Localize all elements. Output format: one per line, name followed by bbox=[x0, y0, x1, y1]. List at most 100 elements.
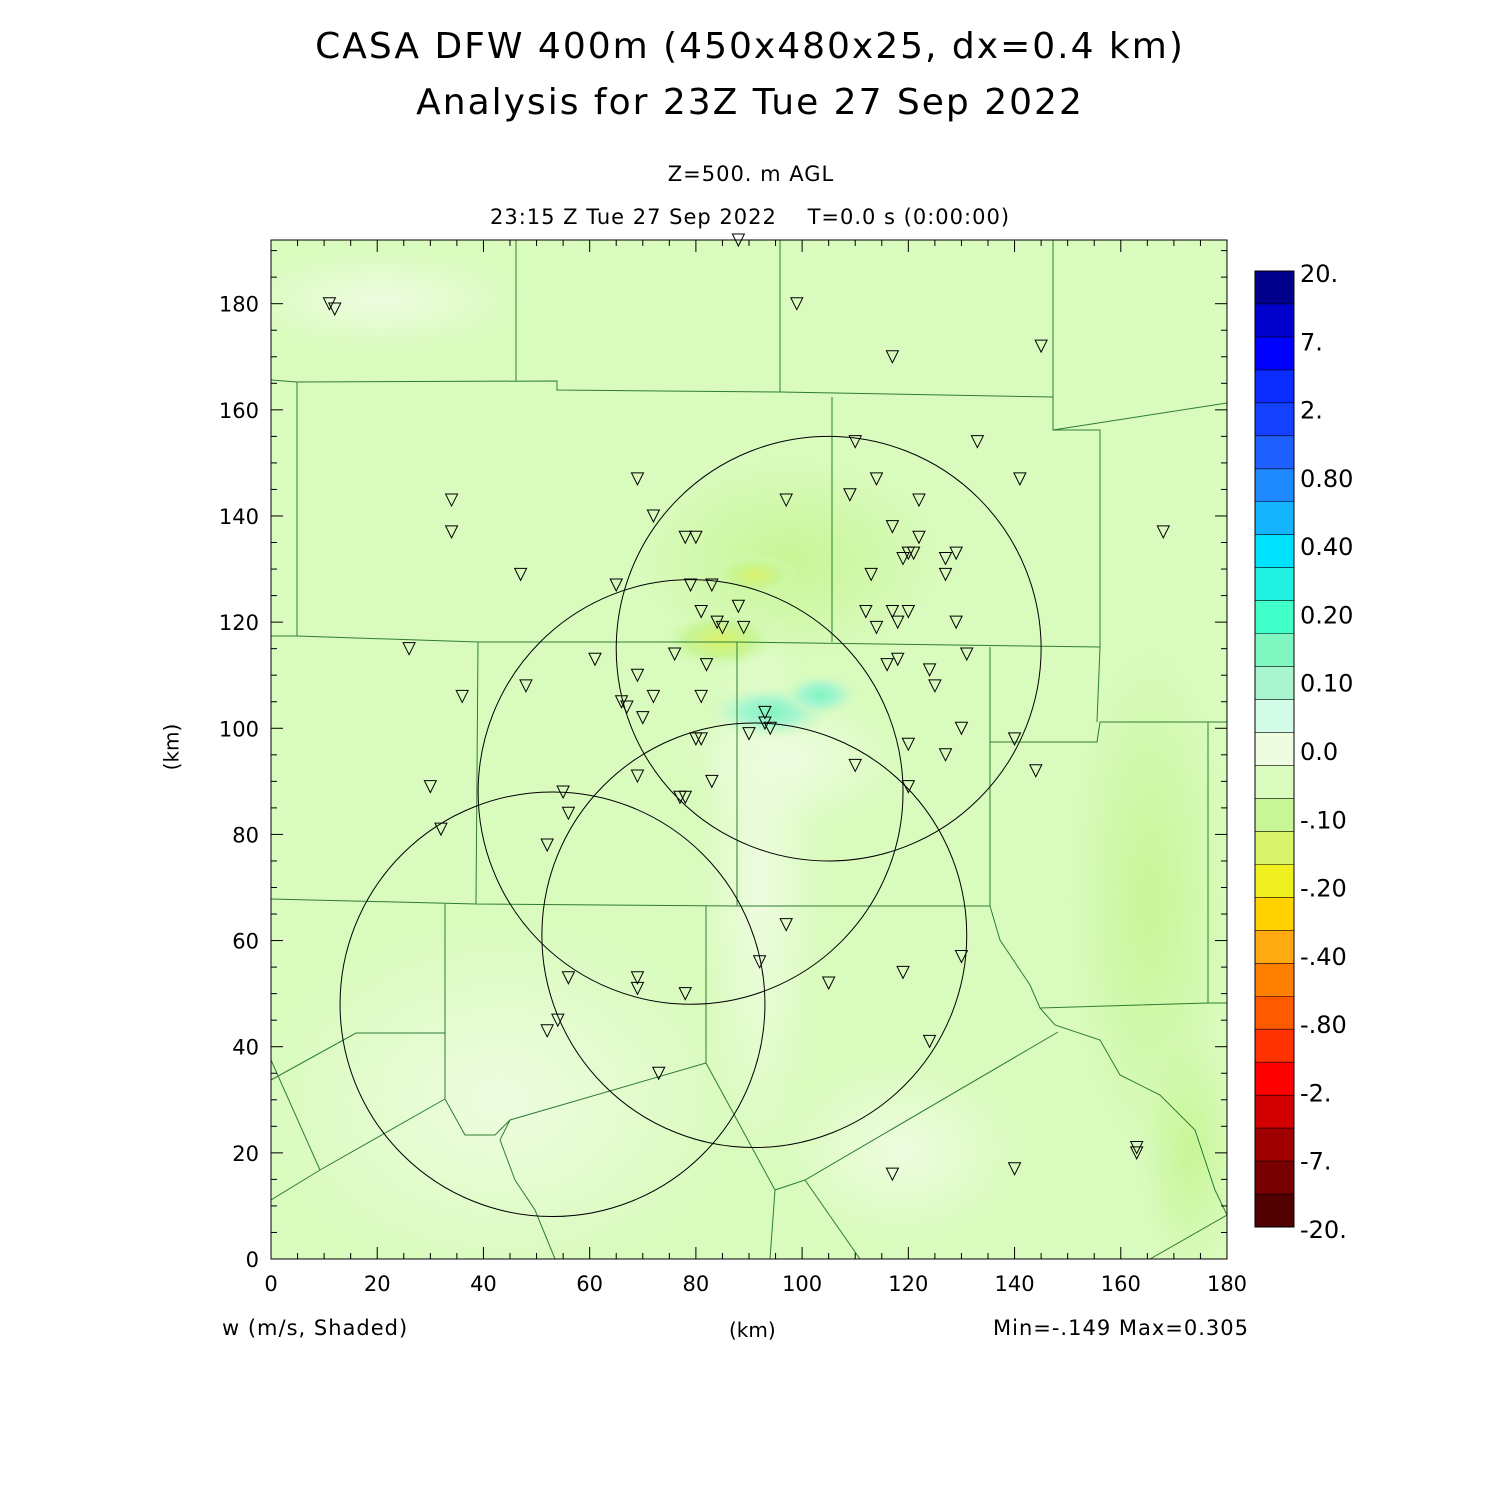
station-marker bbox=[715, 620, 730, 635]
station-marker bbox=[694, 732, 709, 747]
station-marker bbox=[513, 567, 528, 582]
station-marker bbox=[869, 620, 884, 635]
station-marker bbox=[678, 987, 693, 1001]
station-marker bbox=[901, 605, 916, 619]
station-marker bbox=[1013, 472, 1027, 486]
station-marker bbox=[912, 493, 926, 508]
station-marker bbox=[938, 567, 953, 582]
x-tick-label: 0 bbox=[264, 1272, 277, 1296]
y-axis: 0 20 40 60 80 100 120 140 160 180 bbox=[219, 250, 1227, 1272]
station-marker bbox=[890, 615, 905, 630]
colorbar-swatch bbox=[1255, 897, 1294, 931]
y-tick-label: 160 bbox=[219, 399, 259, 423]
station-marker bbox=[444, 525, 459, 540]
station-marker bbox=[880, 658, 894, 672]
x-tick-label: 80 bbox=[683, 1272, 710, 1296]
station-markers bbox=[322, 233, 1171, 1182]
station-marker bbox=[869, 472, 884, 486]
station-marker bbox=[970, 435, 985, 449]
station-marker bbox=[922, 1034, 937, 1049]
station-marker bbox=[630, 668, 645, 683]
colorbar-swatch bbox=[1255, 600, 1294, 635]
station-marker bbox=[689, 530, 703, 545]
station-marker bbox=[758, 716, 772, 731]
colorbar-swatch bbox=[1255, 1095, 1294, 1129]
colorbar-label: -20. bbox=[1300, 1216, 1347, 1244]
station-marker bbox=[402, 642, 416, 656]
variable-label: w (m/s, Shaded) bbox=[222, 1316, 409, 1340]
station-marker bbox=[1129, 1146, 1144, 1160]
colorbar-label: 0.0 bbox=[1300, 738, 1338, 766]
station-marker bbox=[1156, 525, 1171, 540]
station-marker bbox=[540, 838, 554, 853]
colorbar-label: 0.20 bbox=[1300, 601, 1353, 629]
station-marker bbox=[901, 737, 916, 752]
station-marker bbox=[885, 350, 900, 364]
min-max-label: Min=-.149 Max=0.305 bbox=[993, 1316, 1249, 1340]
radar-ring-3 bbox=[541, 722, 968, 1149]
y-tick-label: 120 bbox=[219, 611, 259, 635]
station-marker bbox=[779, 493, 793, 508]
colorbar-swatch bbox=[1255, 666, 1294, 701]
colorbar-swatch bbox=[1255, 1062, 1294, 1096]
station-marker bbox=[949, 546, 963, 561]
station-marker bbox=[540, 1024, 554, 1038]
colorbar-label: 0.10 bbox=[1300, 670, 1353, 698]
colorbar-swatch bbox=[1255, 732, 1294, 766]
station-marker bbox=[683, 578, 698, 593]
colorbar: 20. 7. 2. 0.80 0.40 0.20 0.10 0.0 -.10 -.20 -.40 -.… bbox=[1254, 260, 1353, 1244]
x-tick-label: 140 bbox=[995, 1272, 1035, 1296]
colorbar-label: 0.80 bbox=[1300, 465, 1353, 493]
station-marker bbox=[896, 551, 910, 566]
station-marker bbox=[1007, 732, 1022, 747]
colorbar-swatch bbox=[1255, 963, 1294, 997]
station-marker bbox=[843, 488, 857, 502]
station-marker bbox=[912, 530, 926, 545]
w-field-shading bbox=[271, 240, 1227, 1259]
colorbar-label: -.10 bbox=[1300, 806, 1347, 834]
station-marker bbox=[678, 790, 693, 805]
station-marker bbox=[646, 509, 661, 524]
station-marker bbox=[327, 302, 342, 317]
county-boundaries bbox=[271, 240, 1227, 1259]
station-marker bbox=[1034, 339, 1048, 354]
x-axis-label: (km) bbox=[729, 1318, 776, 1342]
station-marker bbox=[906, 546, 921, 561]
colorbar-swatch bbox=[1255, 699, 1294, 734]
y-tick-label: 20 bbox=[232, 1142, 259, 1166]
y-axis-label: (km) bbox=[159, 723, 184, 771]
colorbar-swatch bbox=[1255, 567, 1294, 602]
colorbar-swatch bbox=[1255, 501, 1294, 536]
station-marker bbox=[694, 689, 709, 704]
x-tick-label: 60 bbox=[576, 1272, 603, 1296]
radar-ring-1 bbox=[615, 435, 1042, 862]
x-axis: 0 20 40 60 80 100 120 140 160 180 bbox=[264, 240, 1247, 1296]
station-marker bbox=[890, 652, 905, 667]
station-marker bbox=[620, 700, 634, 715]
y-tick-label: 140 bbox=[219, 505, 259, 529]
station-marker bbox=[694, 605, 709, 619]
station-marker bbox=[646, 689, 661, 704]
level-label: Z=500. m AGL bbox=[667, 162, 835, 186]
station-marker bbox=[561, 971, 576, 985]
station-marker bbox=[779, 918, 793, 932]
station-marker bbox=[954, 949, 969, 964]
colorbar-swatch bbox=[1255, 633, 1294, 668]
station-marker bbox=[322, 297, 337, 311]
station-marker bbox=[959, 647, 974, 662]
colorbar-swatch bbox=[1255, 996, 1294, 1030]
y-tick-label: 40 bbox=[232, 1036, 259, 1060]
colorbar-swatch bbox=[1255, 303, 1294, 338]
station-marker bbox=[519, 679, 533, 693]
station-marker bbox=[885, 605, 900, 619]
colorbar-label: 20. bbox=[1300, 260, 1338, 288]
station-marker bbox=[848, 435, 863, 449]
station-marker bbox=[922, 663, 937, 678]
colorbar-swatch bbox=[1255, 468, 1294, 503]
radar-range-rings bbox=[339, 435, 1042, 1218]
colorbar-label: -.40 bbox=[1300, 943, 1347, 971]
colorbar-label: 0.40 bbox=[1300, 533, 1353, 561]
colorbar-label: -.80 bbox=[1300, 1011, 1347, 1039]
colorbar-swatch bbox=[1255, 1194, 1294, 1228]
station-marker bbox=[556, 785, 570, 800]
